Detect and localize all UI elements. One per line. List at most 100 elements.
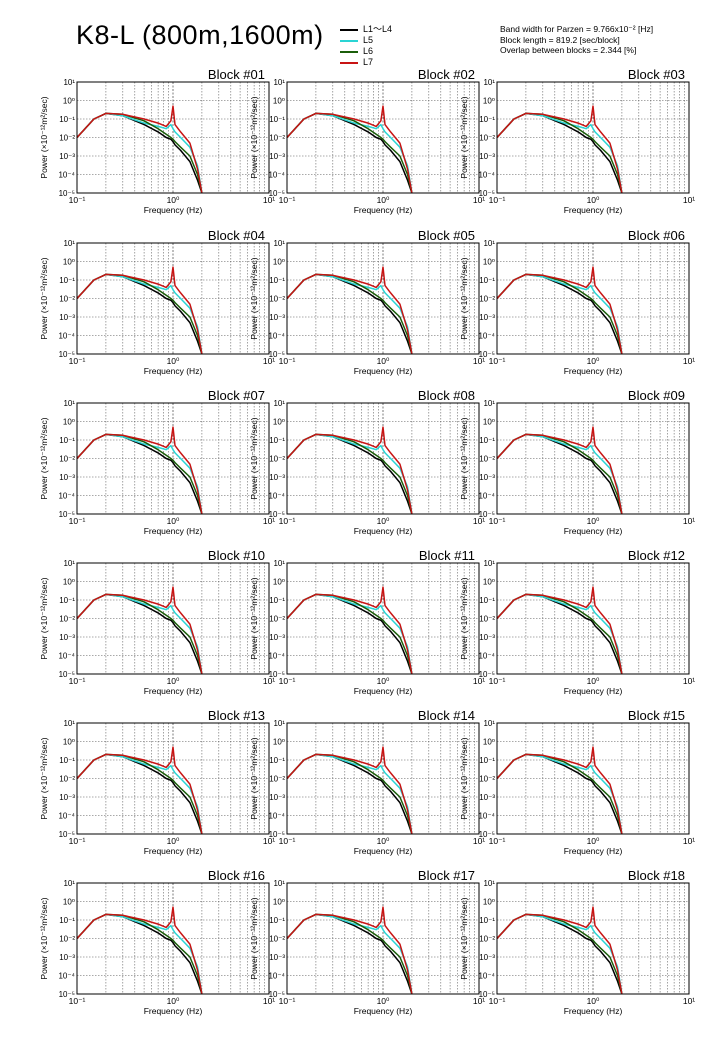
y-tick-label: 10⁻³ — [59, 313, 75, 322]
y-axis-label: Power (×10⁻¹²m²/sec) — [459, 96, 469, 178]
y-tick-label: 10⁻⁴ — [268, 171, 285, 180]
y-tick-label: 10⁻⁴ — [58, 972, 75, 981]
x-tick-label: 10⁰ — [587, 836, 600, 846]
y-tick-label: 10¹ — [483, 78, 495, 87]
y-tick-label: 10⁻³ — [269, 953, 285, 962]
y-tick-label: 10⁻² — [269, 455, 285, 464]
x-tick-label: 10⁻¹ — [489, 516, 506, 526]
y-tick-label: 10¹ — [483, 879, 495, 888]
series-line — [496, 112, 623, 194]
x-axis-label: Frequency (Hz) — [144, 366, 203, 376]
plot-frame — [286, 562, 480, 675]
y-tick-label: 10⁻² — [269, 615, 285, 624]
x-axis-label: Frequency (Hz) — [564, 205, 623, 215]
series-line — [76, 586, 203, 675]
y-tick-label: 10⁻³ — [479, 633, 495, 642]
x-axis-label: Frequency (Hz) — [564, 1006, 623, 1016]
x-tick-label: 10⁻¹ — [69, 195, 86, 205]
x-tick-label: 10⁰ — [587, 676, 600, 686]
x-tick-label: 10⁻¹ — [69, 676, 86, 686]
plot-frame — [496, 81, 690, 194]
y-tick-label: 10⁻² — [59, 935, 75, 944]
x-tick-label: 10⁻¹ — [489, 356, 506, 366]
panel-title: Block #15 — [628, 708, 685, 723]
y-axis-label: Power (×10⁻¹²m²/sec) — [249, 257, 259, 339]
x-axis-label: Frequency (Hz) — [144, 526, 203, 536]
parameter-info: Band width for Parzen = 9.766x10⁻² [Hz] … — [500, 24, 653, 56]
x-tick-label: 10⁰ — [377, 676, 390, 686]
panel-title: Block #05 — [418, 228, 475, 243]
series-line — [286, 913, 413, 995]
y-tick-label: 10⁻¹ — [269, 916, 285, 925]
y-tick-label: 10⁻⁵ — [479, 350, 495, 359]
panel: Block #15 10⁻¹ 10⁰ 10¹ Frequency (Hz) 10¹ 10⁰ 1… — [459, 708, 695, 856]
plot-frame — [76, 562, 270, 675]
y-tick-label: 10⁻⁵ — [269, 189, 285, 198]
panel-title: Block #16 — [208, 868, 265, 883]
y-tick-label: 10⁰ — [483, 258, 495, 267]
y-tick-label: 10⁻⁵ — [59, 830, 75, 839]
series-line — [496, 266, 623, 355]
series-line — [496, 586, 623, 675]
x-tick-label: 10¹ — [263, 996, 275, 1006]
x-tick-label: 10⁰ — [377, 356, 390, 366]
y-tick-label: 10⁰ — [273, 258, 285, 267]
info-line: Overlap between blocks = 2.344 [%] — [500, 45, 637, 55]
x-tick-label: 10⁰ — [167, 836, 180, 846]
x-tick-label: 10⁰ — [587, 195, 600, 205]
x-tick-label: 10⁻¹ — [489, 676, 506, 686]
y-axis-label: Power (×10⁻¹²m²/sec) — [249, 897, 259, 979]
y-tick-label: 10⁻¹ — [269, 756, 285, 765]
panel: Block #14 10⁻¹ 10⁰ 10¹ Frequency (Hz) 10¹ 10⁰ 1… — [249, 708, 485, 856]
y-tick-label: 10⁰ — [63, 258, 75, 267]
y-axis-label: Power (×10⁻¹²m²/sec) — [249, 96, 259, 178]
x-tick-label: 10⁻¹ — [279, 676, 296, 686]
x-tick-label: 10¹ — [683, 676, 695, 686]
legend-label: L1～L4 — [363, 24, 393, 34]
x-tick-label: 10⁻¹ — [279, 356, 296, 366]
panel-title: Block #04 — [208, 228, 265, 243]
panel: Block #18 10⁻¹ 10⁰ 10¹ Frequency (Hz) 10¹ 10⁰ 1… — [459, 868, 695, 1016]
y-tick-label: 10⁻² — [59, 134, 75, 143]
panel-title: Block #03 — [628, 67, 685, 82]
series-line — [286, 112, 413, 194]
x-tick-label: 10⁰ — [377, 516, 390, 526]
x-tick-label: 10¹ — [683, 996, 695, 1006]
y-tick-label: 10⁰ — [483, 898, 495, 907]
y-tick-label: 10⁻² — [269, 775, 285, 784]
y-tick-label: 10⁻¹ — [59, 596, 75, 605]
series-line — [286, 266, 413, 355]
y-tick-label: 10⁻⁴ — [268, 492, 285, 501]
panel-title: Block #06 — [628, 228, 685, 243]
y-tick-label: 10⁰ — [483, 738, 495, 747]
plot-frame — [76, 81, 270, 194]
legend-item: L6 — [340, 46, 392, 57]
x-axis-label: Frequency (Hz) — [564, 846, 623, 856]
panel: Block #08 10⁻¹ 10⁰ 10¹ Frequency (Hz) 10¹ 10⁰ 1… — [249, 388, 485, 536]
y-tick-label: 10⁰ — [63, 898, 75, 907]
panel: Block #16 10⁻¹ 10⁰ 10¹ Frequency (Hz) 10¹ 10⁰ 1… — [39, 868, 275, 1016]
x-tick-label: 10¹ — [683, 516, 695, 526]
y-axis-label: Power (×10⁻¹²m²/sec) — [39, 737, 49, 819]
x-tick-label: 10¹ — [473, 195, 485, 205]
y-tick-label: 10¹ — [483, 719, 495, 728]
y-tick-label: 10⁻⁴ — [58, 171, 75, 180]
info-line: Band width for Parzen = 9.766x10⁻² [Hz] — [500, 24, 654, 34]
panel: Block #13 10⁻¹ 10⁰ 10¹ Frequency (Hz) 10¹ 10⁰ 1… — [39, 708, 275, 856]
plot-frame — [286, 882, 480, 995]
y-tick-label: 10⁻¹ — [59, 756, 75, 765]
y-tick-label: 10⁻³ — [269, 313, 285, 322]
y-tick-label: 10⁻³ — [59, 953, 75, 962]
y-axis-label: Power (×10⁻¹²m²/sec) — [39, 417, 49, 499]
x-axis-label: Frequency (Hz) — [144, 686, 203, 696]
series-line — [286, 273, 413, 355]
x-tick-label: 10¹ — [683, 356, 695, 366]
y-tick-label: 10¹ — [273, 879, 285, 888]
y-axis-label: Power (×10⁻¹²m²/sec) — [39, 897, 49, 979]
plot-frame — [496, 882, 690, 995]
y-tick-label: 10¹ — [63, 879, 75, 888]
y-tick-label: 10⁰ — [63, 418, 75, 427]
y-tick-label: 10¹ — [273, 559, 285, 568]
y-axis-label: Power (×10⁻¹²m²/sec) — [39, 257, 49, 339]
